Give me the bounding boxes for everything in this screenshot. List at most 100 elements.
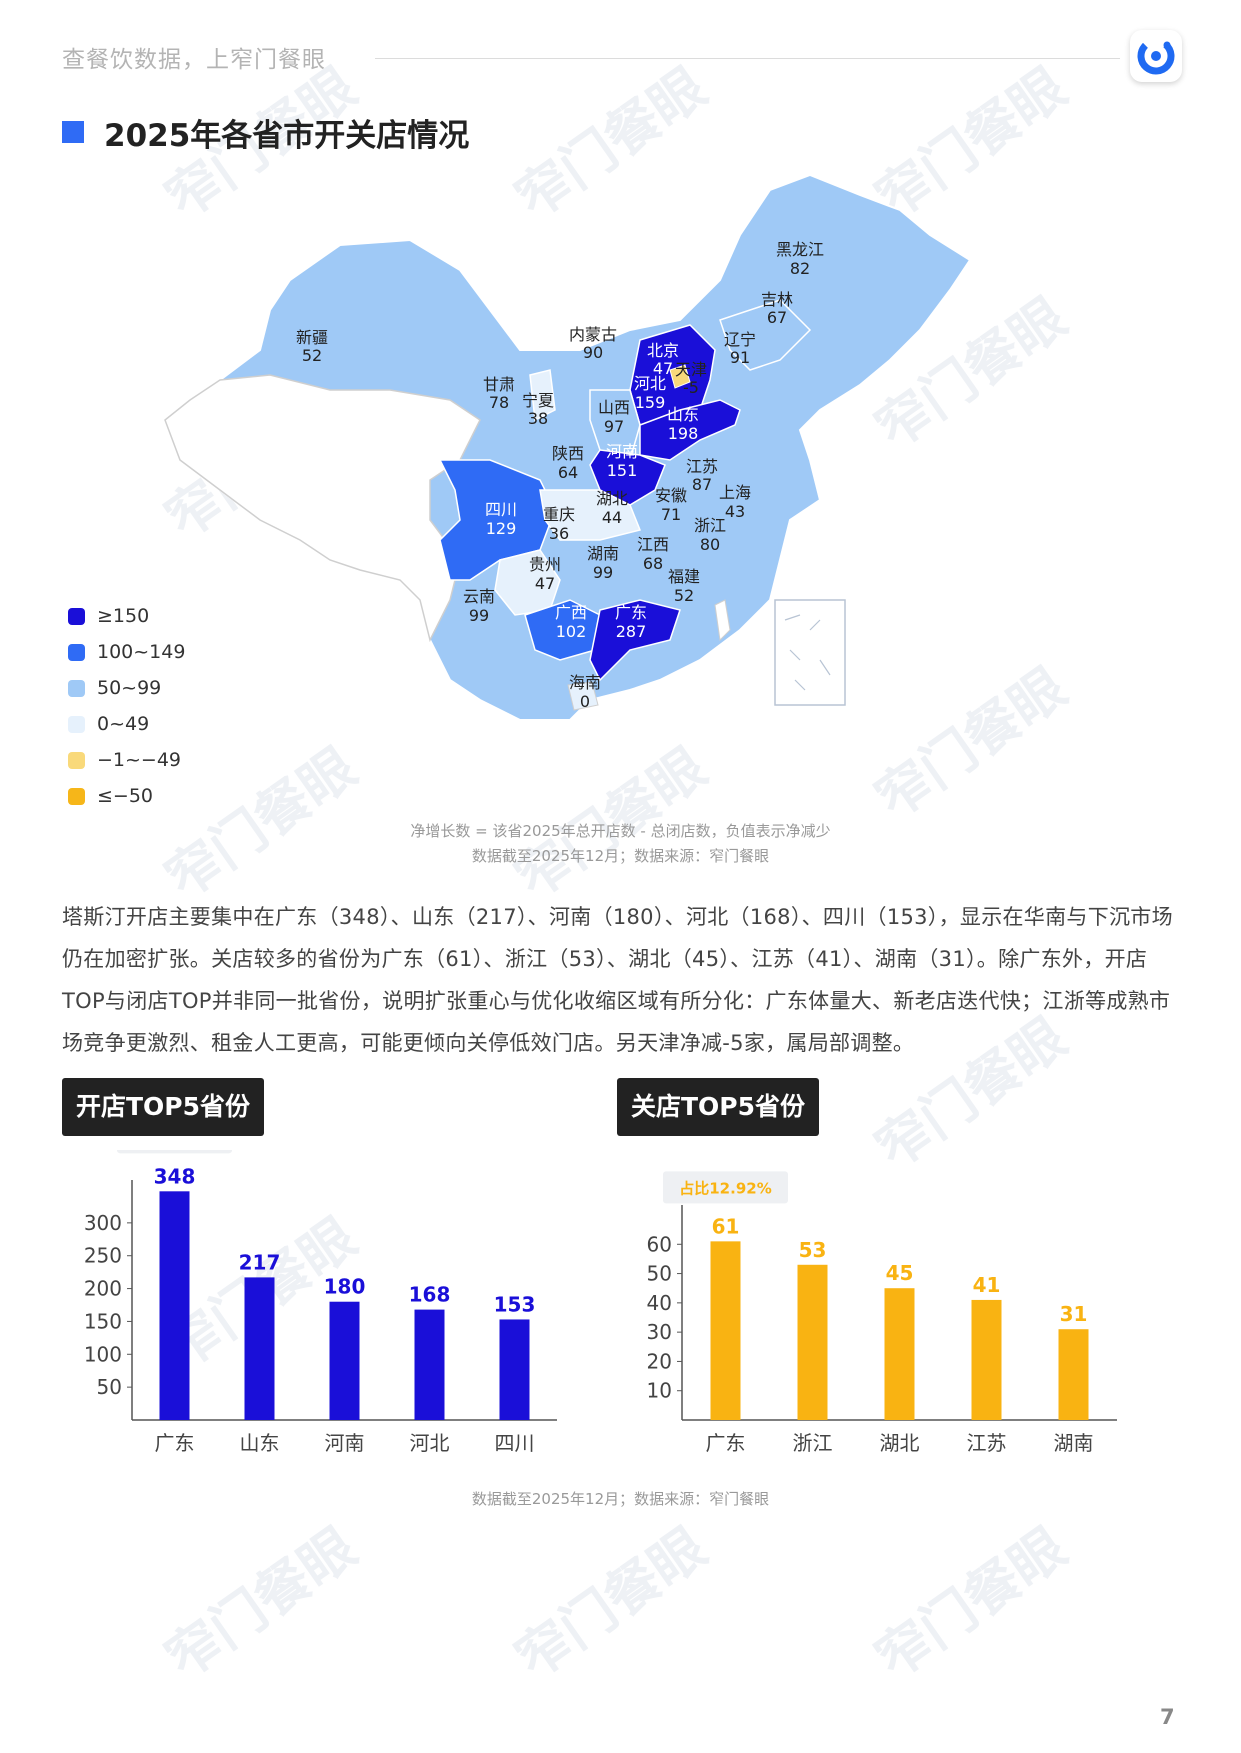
bar [499, 1319, 530, 1420]
x-tick-label: 四川 [495, 1431, 535, 1455]
legend-item: −1~−49 [68, 742, 185, 778]
inset-islands [784, 614, 831, 691]
province-value-guizhou: 47 [535, 574, 555, 593]
bar [329, 1301, 360, 1420]
y-tick-label: 10 [647, 1379, 672, 1403]
province-value-shaanxi: 64 [558, 463, 578, 482]
province-name-neimenggu: 内蒙古 [569, 325, 617, 344]
province-name-beijing: 北京 [647, 341, 679, 360]
province-value-gansu: 78 [489, 393, 509, 412]
share-badge-label: 占比12.92% [679, 1179, 771, 1197]
bar [797, 1264, 828, 1420]
province-name-shandong: 山东 [667, 405, 699, 424]
province-name-jilin: 吉林 [761, 290, 793, 309]
close-top5-bar-chart: 10 20 30 40 50 60 61 广东 53 浙江 45 湖北 41 江苏 31 湖南 占比12.92% [647, 1171, 1117, 1455]
map-formula-note: 净增长数 = 该省2025年总开店数 - 总闭店数，负值表示净减少 [410, 822, 831, 840]
province-name-anhui: 安徽 [655, 486, 687, 505]
bar [971, 1299, 1002, 1420]
china-choropleth-map: 黑龙江 82 吉林 67 辽宁 91 内蒙古 90 新疆 52 北京 47 天津… [160, 160, 1000, 800]
bar [244, 1277, 275, 1420]
x-tick-label: 浙江 [793, 1431, 833, 1455]
province-name-ningxia: 宁夏 [522, 391, 554, 410]
bar [710, 1241, 741, 1420]
watermark: 窄门餐眼 [154, 1515, 368, 1692]
legend-label: 50~99 [97, 677, 162, 699]
province-value-guangxi: 102 [556, 622, 587, 641]
province-value-fujian: 52 [674, 586, 694, 605]
bar-value-label: 168 [409, 1283, 451, 1307]
y-tick-label: 50 [97, 1375, 122, 1399]
province-value-neimenggu: 90 [583, 343, 603, 362]
legend-item: ≤−50 [68, 778, 185, 814]
bar-value-label: 31 [1060, 1302, 1088, 1326]
province-shape [539, 489, 642, 541]
y-tick-label: 100 [84, 1342, 122, 1366]
legend-label: 0~49 [97, 713, 150, 735]
legend-label: 100~149 [97, 641, 186, 663]
province-value-xinjiang: 52 [302, 346, 322, 365]
province-name-sichuan: 四川 [485, 500, 517, 519]
province-value-hebei: 159 [635, 393, 666, 412]
province-name-shanxi: 山西 [598, 398, 630, 417]
province-name-guangdong: 广东 [615, 603, 647, 622]
page-number: 7 [1160, 1705, 1175, 1729]
province-value-liaoning: 91 [730, 348, 750, 367]
y-tick-label: 200 [84, 1277, 122, 1301]
province-name-zhejiang: 浙江 [694, 516, 726, 535]
province-shape [589, 599, 681, 682]
legend-label: ≥150 [97, 605, 150, 627]
y-tick-label: 60 [647, 1232, 672, 1256]
legend-swatch [68, 715, 85, 733]
bar [414, 1309, 445, 1420]
y-tick-label: 150 [84, 1309, 122, 1333]
y-tick-label: 250 [84, 1244, 122, 1268]
province-name-heilongjiang: 黑龙江 [776, 240, 824, 259]
map-svg: 黑龙江 82 吉林 67 辽宁 91 内蒙古 90 新疆 52 北京 47 天津… [163, 173, 972, 721]
x-tick-label: 山东 [240, 1431, 280, 1455]
legend-item: ≥150 [68, 598, 185, 634]
analysis-paragraph: 塔斯汀开店主要集中在广东（348）、山东（217）、河南（180）、河北（168… [62, 905, 1173, 1055]
x-tick-label: 湖南 [1054, 1431, 1094, 1455]
province-name-yunnan: 云南 [463, 587, 495, 606]
province-name-henan: 河南 [606, 442, 638, 461]
province-value-chongqing: 36 [549, 524, 569, 543]
province-value-shandong: 198 [668, 424, 699, 443]
x-tick-label: 河北 [410, 1431, 450, 1455]
x-tick-label: 江苏 [967, 1431, 1007, 1455]
section-header: 2025年各省市开关店情况 [62, 110, 469, 154]
bar-value-label: 45 [886, 1261, 914, 1285]
province-name-shaanxi: 陕西 [552, 444, 584, 463]
x-tick-label: 河南 [325, 1431, 365, 1455]
province-name-hubei: 湖北 [596, 489, 628, 508]
province-value-hubei: 44 [602, 508, 622, 527]
y-tick-label: 30 [647, 1320, 672, 1344]
province-name-liaoning: 辽宁 [724, 330, 756, 349]
province-name-shanghai: 上海 [719, 483, 751, 502]
legend-label: ≤−50 [97, 785, 154, 807]
y-tick-label: 40 [647, 1291, 672, 1315]
map-legend: ≥150 100~149 50~99 0~49 −1~−49 ≤−50 [68, 598, 185, 814]
province-name-chongqing: 重庆 [543, 505, 575, 524]
title-marker-icon [62, 121, 84, 143]
province-value-heilongjiang: 82 [790, 259, 810, 278]
province-name-guangxi: 广西 [555, 603, 587, 622]
legend-swatch [68, 679, 85, 697]
x-tick-label: 湖北 [880, 1431, 920, 1455]
bar [1058, 1329, 1089, 1420]
province-value-sichuan: 129 [486, 519, 517, 538]
province-value-hunan: 99 [593, 563, 613, 582]
share-badge [117, 1150, 232, 1154]
bar-value-label: 61 [712, 1214, 740, 1238]
province-value-shanghai: 43 [725, 502, 745, 521]
south-china-sea-inset [774, 599, 846, 706]
legend-swatch [68, 787, 85, 805]
map-source-note: 数据截至2025年12月；数据来源：窄门餐眼 [471, 847, 770, 865]
province-name-hunan: 湖南 [587, 544, 619, 563]
province-shape [669, 364, 691, 389]
watermark: 窄门餐眼 [864, 1515, 1078, 1692]
header-divider [375, 58, 1120, 59]
province-shape [438, 459, 556, 581]
province-value-guangdong: 287 [616, 622, 647, 641]
y-tick-label: 20 [647, 1349, 672, 1373]
watermark: 窄门餐眼 [504, 1515, 718, 1692]
